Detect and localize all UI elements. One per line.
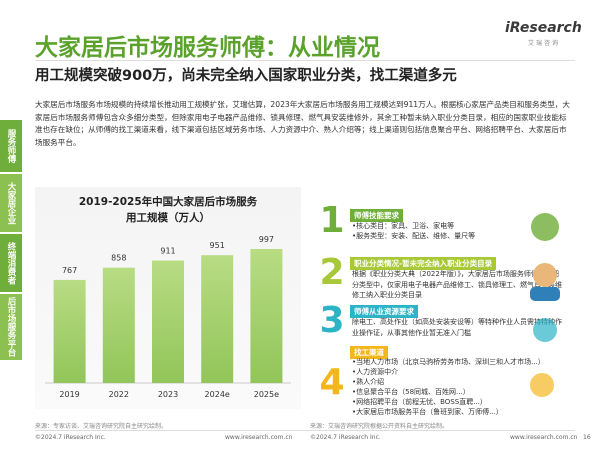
chart: 2019-2025年中国大家居后市场服务 用工规模（万人） 767 2019 858…: [45, 195, 291, 399]
sidebar-item: 服务师傅: [0, 120, 22, 172]
x-tick-label: 2019: [59, 390, 79, 399]
item-heading: 职业分类情况-暂未完全纳入职业分类目录: [350, 257, 497, 270]
subtitle: 用工规模突破900万，尚未完全纳入国家职业分类，找工渠道多元: [35, 68, 457, 84]
icons: [530, 213, 560, 397]
x-tick-label: 2024e: [205, 390, 230, 399]
item-line: •核心类目：家具、卫浴、家电等: [352, 222, 455, 230]
divider: [35, 60, 575, 61]
bar: [250, 249, 283, 383]
logo-sub: 艾瑞咨询: [528, 40, 561, 47]
item-heading: 师傅技能要求: [350, 209, 403, 222]
paragraph: 大家居后市场服务市场规模的持续增长推动用工规模扩张，艾瑞估算，2023年大家居后…: [35, 100, 570, 147]
item-line: •人力资源中介: [352, 368, 399, 376]
item-number: 1: [319, 200, 345, 241]
logo: iResearch: [505, 20, 582, 36]
item-heading: 找工渠道: [350, 346, 388, 359]
divider: [35, 430, 575, 431]
sidebar-item: 后市场服务平台: [0, 294, 22, 360]
url: www.iresearch.com.cn: [225, 434, 293, 441]
source: 来源：艾瑞咨询研究院根据公开资料自主研究绘制。: [310, 423, 449, 430]
item-number: 4: [319, 362, 345, 403]
bar: [53, 279, 86, 383]
item-line: •信息聚合平台（58同城、百姓网...）: [352, 388, 470, 396]
sidebar-item: 大家居企业: [0, 174, 22, 232]
value-label: 997: [259, 235, 274, 244]
item-line: •服务类型：安装、配送、维修、量尺等: [352, 232, 476, 240]
item-line: 除电工、高处作业（如高处安装安设等）等特种作业人员需持特种作业操作证，从事其他作…: [352, 318, 562, 337]
value-label: 911: [160, 247, 175, 256]
item-line: •网络招聘平台（前程无忧、BOSS直聘...）: [352, 398, 487, 406]
copyright: ©2024.7 iResearch Inc.: [310, 434, 381, 441]
chart-subtitle: 用工规模（万人）: [125, 211, 210, 224]
bar: [152, 260, 184, 383]
item-line: •熟人介绍: [352, 378, 385, 386]
bar: [102, 267, 135, 383]
sidebar-item: 终端消费者: [0, 234, 22, 292]
x-tick-label: 2025e: [254, 390, 279, 399]
item-line: 根据《职业分类大典（2022年版）》，大家居后市场服务师傅众多细分类型中，仅家用…: [352, 270, 562, 299]
item-heading: 师傅从业资源要求: [350, 305, 418, 318]
value-label: 951: [210, 241, 225, 250]
copyright: ©2024.7 iResearch Inc.: [35, 434, 106, 441]
item-line: •当地人力市场（北京马驹桥劳务市场、深圳三和人才市场...）: [352, 358, 545, 366]
value-label: 767: [62, 266, 77, 275]
x-tick-label: 2023: [158, 390, 178, 399]
item-number: 3: [319, 300, 345, 341]
url: www.iresearch.com.cn: [510, 434, 578, 441]
title: 大家居后市场服务师傅：从业情况: [35, 35, 380, 61]
source: 来源：专家访谈、艾瑞咨询研究院自主研究绘制。: [35, 423, 168, 430]
bar: [201, 255, 234, 383]
chart-title: 2019-2025年中国大家居后市场服务: [79, 195, 258, 208]
item-line: •大家居后市场服务平台（鲁班到家、万师傅...）: [352, 408, 503, 416]
value-label: 858: [111, 254, 126, 263]
item-number: 2: [319, 252, 345, 293]
page-number: 16: [583, 434, 591, 441]
x-tick-label: 2022: [109, 390, 129, 399]
